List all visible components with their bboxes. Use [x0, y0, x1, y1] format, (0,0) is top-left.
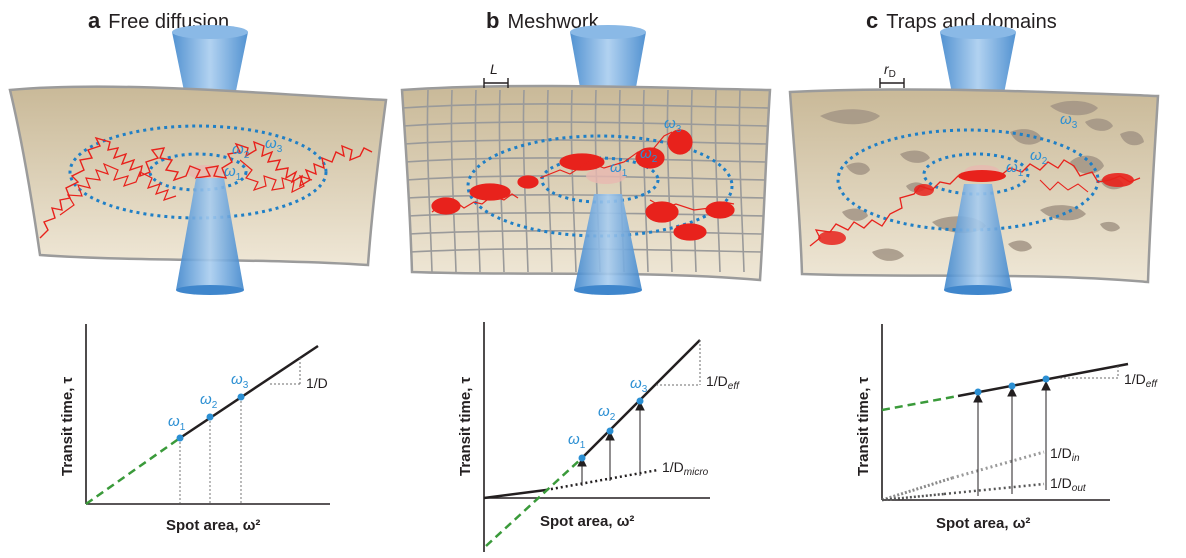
plot-b-micro-solid	[483, 488, 547, 500]
panel-c-title: c Traps and domains	[866, 8, 1057, 34]
scale-bar-l-label: L	[490, 61, 498, 77]
plot-b: 1/Deff 1/Dmicro ω1 ω2 ω3 Spot area, ω² T…	[457, 322, 740, 552]
plot-b-slope-label: 1/Deff	[706, 373, 740, 392]
laser-beam-bottom	[176, 178, 244, 290]
plot-c-slope2-label: 1/Din	[1050, 445, 1080, 464]
plot-a: 1/D ω1 ω2 ω3 Spot area, ω² Transit time,…	[59, 324, 330, 534]
plot-c-din-dotted	[951, 450, 1045, 480]
plot-a-omega2-label: ω2	[200, 391, 218, 411]
plot-b-micro-dotted	[545, 468, 659, 492]
plot-b-extrapolation	[485, 457, 583, 547]
plot-a-extrapolation	[85, 436, 181, 506]
plot-c-ylabel: Transit time, τ	[855, 376, 872, 476]
panel-b-title-text: Meshwork	[507, 11, 599, 33]
panel-a-illustration: ω3 ω2 ω1	[8, 25, 388, 295]
omega2-label-c: ω2	[1030, 147, 1048, 167]
plot-a-fit-line	[179, 344, 319, 440]
plot-a-slope-label: 1/D	[306, 375, 328, 391]
panel-b-letter: b	[486, 8, 500, 33]
omega1-label-c: ω1	[1006, 159, 1024, 179]
omega1-label-b: ω1	[610, 159, 628, 179]
plot-a-point-omega3	[237, 393, 245, 401]
plot-b-point-omega1	[578, 454, 586, 462]
laser-beam-bottom-cap	[574, 285, 642, 295]
plot-c-point-omega2	[1008, 382, 1016, 390]
plot-b-ylabel: Transit time, τ	[457, 376, 474, 476]
plot-c-extrapolation	[881, 394, 959, 412]
omega3-label-c: ω3	[1060, 111, 1078, 131]
plot-b-point-omega2	[606, 427, 614, 435]
omega1-label-a: ω1	[224, 163, 242, 183]
laser-beam-top-cap	[570, 25, 646, 39]
plot-a-point-omega1	[176, 434, 184, 442]
laser-beam-bottom-cap	[944, 285, 1012, 295]
plot-a-point-omega2	[206, 413, 214, 421]
ring-omega2-c	[922, 152, 1030, 196]
laser-beam-top-cap	[172, 25, 248, 39]
plot-b-omega2-label: ω2	[598, 403, 616, 423]
ring-omega3-b	[466, 134, 734, 238]
plot-b-point-omega3	[636, 397, 644, 405]
panel-b-title: b Meshwork	[486, 8, 599, 34]
omega2-label-a: ω2	[232, 141, 250, 161]
plot-c: 1/Deff 1/Din 1/Dout Spot area, ω² Transi…	[855, 324, 1158, 532]
omega3-label-a: ω3	[265, 135, 283, 155]
plot-c-slope-label: 1/Deff	[1124, 371, 1158, 390]
laser-beam-top-cap	[940, 25, 1016, 39]
omega3-label-b: ω3	[664, 115, 682, 135]
plot-a-xlabel: Spot area, ω²	[166, 517, 260, 534]
plot-c-xlabel: Spot area, ω²	[936, 515, 1030, 532]
ring-omega3-a	[68, 124, 328, 220]
trajectory-b	[431, 129, 735, 241]
scale-bar-rd-label: rD	[884, 61, 896, 80]
plot-b-slope2-label: 1/Dmicro	[662, 459, 709, 478]
ring-omega1-b	[586, 168, 626, 184]
plot-a-omega3-label: ω3	[231, 371, 249, 391]
panel-b-illustration: L ω3 ω2 ω1	[400, 25, 772, 295]
panel-c-illustration: rD ω3 ω2 ω1	[788, 25, 1160, 295]
panel-a-letter: a	[88, 8, 101, 33]
laser-beam-bottom	[574, 194, 642, 290]
plot-b-omega1-label: ω1	[568, 431, 586, 451]
trajectory-a	[39, 136, 373, 239]
panel-c-title-text: Traps and domains	[886, 11, 1057, 33]
plot-a-omega1-label: ω1	[168, 413, 186, 433]
plot-c-point-omega3	[1042, 375, 1050, 383]
plot-a-ylabel: Transit time, τ	[59, 376, 76, 476]
laser-beam-bottom-cap	[176, 285, 244, 295]
plot-b-omega3-label: ω3	[630, 375, 648, 395]
panel-c-letter: c	[866, 8, 879, 33]
plot-c-din-solid	[881, 476, 953, 502]
ring-omega2-a	[148, 152, 248, 192]
plot-b-xlabel: Spot area, ω²	[540, 513, 634, 530]
plot-c-dout-dotted	[943, 482, 1045, 496]
omega2-label-b: ω2	[640, 145, 658, 165]
laser-beam-bottom	[944, 184, 1012, 290]
trajectory-c	[809, 159, 1141, 247]
plot-c-slope3-label: 1/Dout	[1050, 475, 1087, 494]
plot-c-point-omega1	[974, 388, 982, 396]
